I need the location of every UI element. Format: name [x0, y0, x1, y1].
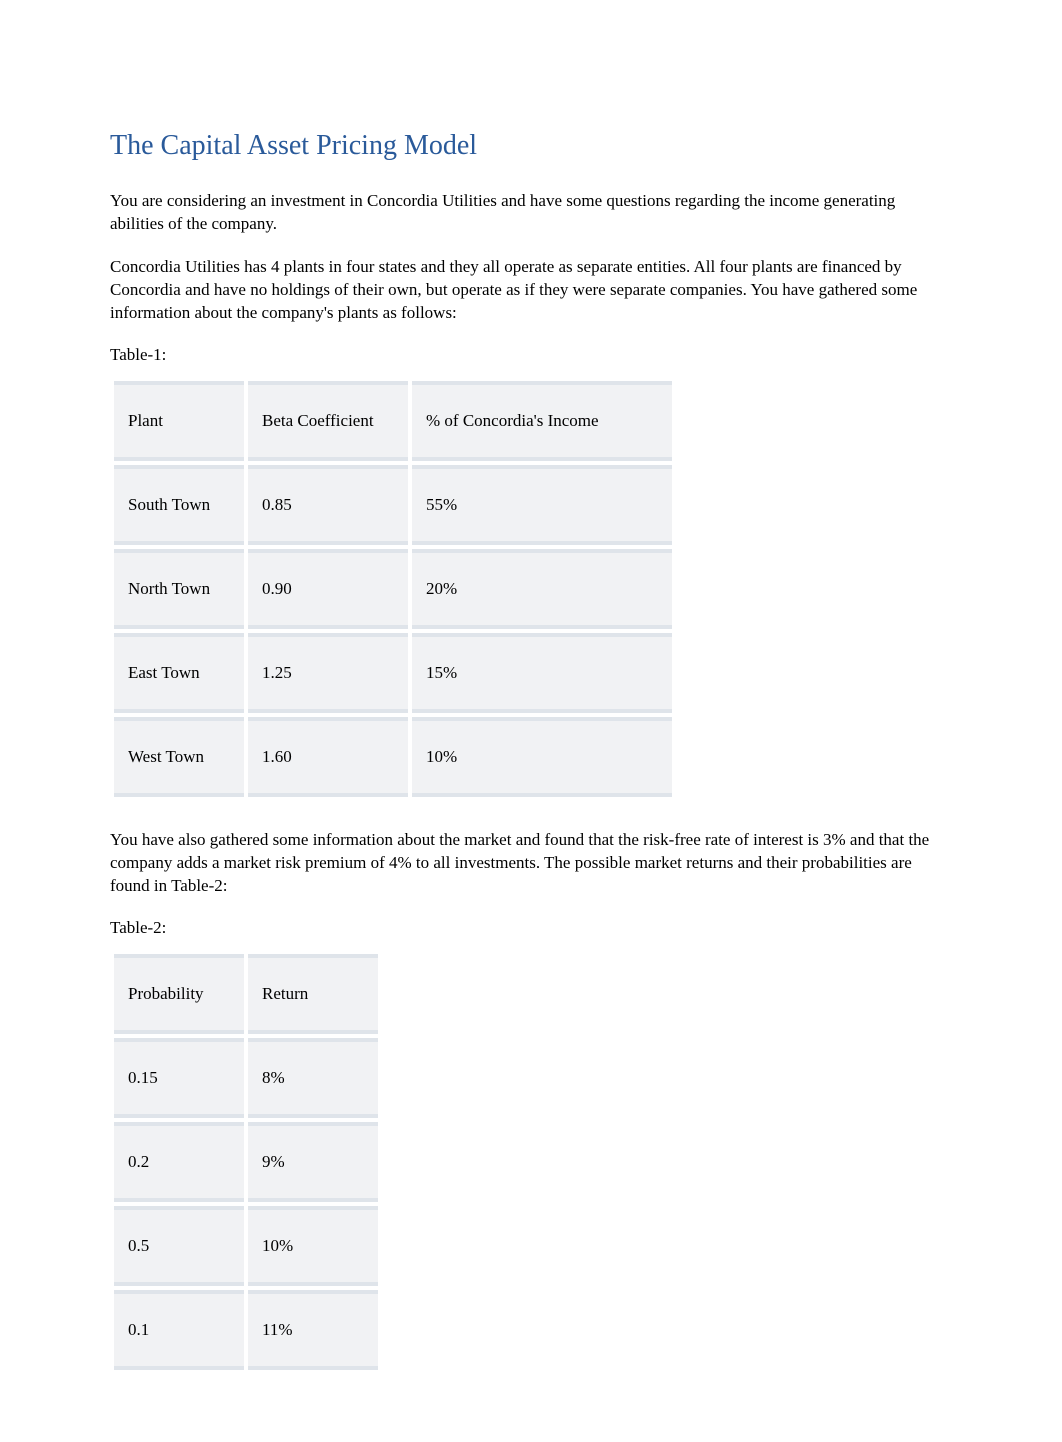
table-cell: 0.15	[114, 1038, 244, 1118]
table-cell: 0.85	[248, 465, 408, 545]
table-header-cell: Probability	[114, 954, 244, 1034]
table-cell: 10%	[412, 717, 672, 797]
table-row: 0.1 11%	[114, 1290, 378, 1370]
table1-label: Table-1:	[110, 345, 952, 365]
table-cell: West Town	[114, 717, 244, 797]
table-row: South Town 0.85 55%	[114, 465, 672, 545]
table-cell: 11%	[248, 1290, 378, 1370]
table-cell: 0.90	[248, 549, 408, 629]
table-row: 0.15 8%	[114, 1038, 378, 1118]
table-cell: 0.5	[114, 1206, 244, 1286]
plants-table: Plant Beta Coefficient % of Concordia's …	[110, 377, 676, 801]
intro-paragraph-1: You are considering an investment in Con…	[110, 190, 952, 236]
table-cell: 20%	[412, 549, 672, 629]
table-row: 0.5 10%	[114, 1206, 378, 1286]
table-cell: 0.2	[114, 1122, 244, 1202]
mid-paragraph: You have also gathered some information …	[110, 829, 952, 898]
table-cell: South Town	[114, 465, 244, 545]
table-header-cell: Plant	[114, 381, 244, 461]
table-row: West Town 1.60 10%	[114, 717, 672, 797]
table-cell: 0.1	[114, 1290, 244, 1370]
table-header-cell: % of Concordia's Income	[412, 381, 672, 461]
table-cell: East Town	[114, 633, 244, 713]
table-cell: 8%	[248, 1038, 378, 1118]
page-title: The Capital Asset Pricing Model	[110, 130, 952, 162]
returns-table: Probability Return 0.15 8% 0.2 9% 0.5 10…	[110, 950, 382, 1374]
table-cell: 1.60	[248, 717, 408, 797]
table-row: North Town 0.90 20%	[114, 549, 672, 629]
table-cell: 15%	[412, 633, 672, 713]
table-cell: 55%	[412, 465, 672, 545]
table-cell: 10%	[248, 1206, 378, 1286]
intro-paragraph-2: Concordia Utilities has 4 plants in four…	[110, 256, 952, 325]
table-cell: 1.25	[248, 633, 408, 713]
table2-label: Table-2:	[110, 918, 952, 938]
table-row: 0.2 9%	[114, 1122, 378, 1202]
table-cell: 9%	[248, 1122, 378, 1202]
table-header-row: Plant Beta Coefficient % of Concordia's …	[114, 381, 672, 461]
table-header-row: Probability Return	[114, 954, 378, 1034]
table-cell: North Town	[114, 549, 244, 629]
table-row: East Town 1.25 15%	[114, 633, 672, 713]
table-header-cell: Return	[248, 954, 378, 1034]
table-header-cell: Beta Coefficient	[248, 381, 408, 461]
